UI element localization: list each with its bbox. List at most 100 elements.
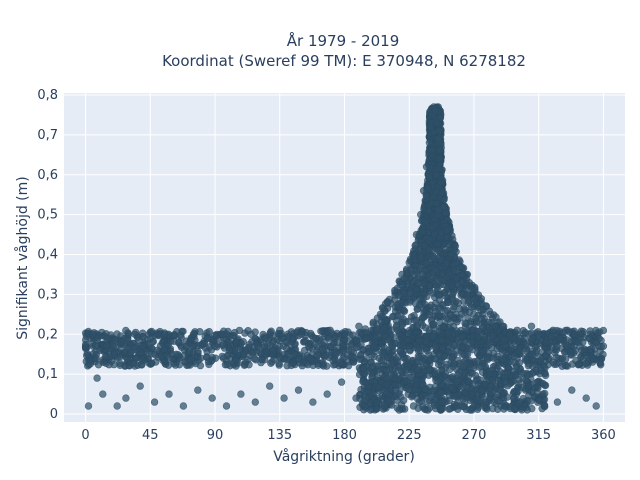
data-point	[405, 258, 413, 267]
band-point	[527, 335, 536, 343]
peak-point	[446, 311, 454, 319]
low-point	[408, 393, 416, 401]
data-point	[110, 350, 119, 358]
band-point	[192, 359, 200, 368]
data-point	[182, 342, 191, 350]
band-point	[579, 338, 587, 346]
data-point	[211, 342, 219, 350]
data-point	[355, 322, 363, 330]
low-point	[413, 377, 421, 385]
low-point	[421, 385, 429, 394]
data-point	[442, 226, 451, 235]
data-point	[319, 346, 327, 354]
data-point	[592, 402, 600, 410]
data-point	[484, 318, 492, 326]
peak-point	[449, 295, 457, 303]
data-point	[534, 330, 543, 338]
data-point	[294, 386, 303, 394]
peak-point	[424, 207, 433, 216]
low-point	[459, 402, 468, 411]
peak-point	[480, 333, 488, 341]
low-point	[402, 366, 411, 374]
data-point	[477, 314, 485, 322]
data-point	[499, 322, 507, 330]
peak-point	[457, 326, 465, 335]
data-point	[556, 334, 564, 342]
data-point	[297, 330, 305, 338]
data-point	[553, 398, 562, 406]
data-point	[467, 390, 475, 398]
data-point	[333, 338, 341, 346]
x-axis-label: Vågriktning (grader)	[273, 448, 415, 465]
data-point	[103, 334, 111, 342]
y-axis-label: Signifikant våghöjd (m)	[14, 176, 31, 339]
band-point	[415, 353, 423, 362]
band-point	[336, 359, 344, 367]
peak-point	[489, 332, 497, 340]
y-tick-label: 0,8	[37, 88, 58, 103]
band-point	[109, 343, 118, 351]
x-tick-label: 225	[397, 428, 422, 443]
y-tick-label: 0,5	[37, 208, 58, 223]
peak-point	[471, 295, 479, 303]
band-point	[185, 348, 194, 356]
band-point	[137, 349, 145, 357]
data-point	[524, 382, 533, 390]
band-point	[366, 347, 374, 356]
data-point	[132, 354, 140, 362]
data-point	[424, 406, 432, 414]
low-point	[373, 405, 381, 413]
peak-point	[411, 277, 419, 285]
data-point	[549, 326, 557, 334]
low-point	[540, 401, 548, 410]
low-point	[519, 394, 527, 403]
band-point	[219, 340, 227, 348]
low-point	[413, 366, 421, 374]
band-point	[444, 347, 453, 355]
low-point	[364, 387, 372, 396]
data-point	[323, 390, 331, 398]
band-point	[515, 347, 523, 355]
peak-point	[412, 286, 420, 294]
data-point	[194, 386, 202, 394]
peak-point	[443, 273, 451, 281]
x-tick-label: 45	[142, 428, 159, 443]
y-tick-label: 0,6	[37, 168, 58, 183]
band-point	[94, 361, 103, 369]
band-point	[284, 330, 292, 338]
data-point	[432, 119, 441, 127]
data-point	[165, 390, 173, 398]
peak-point	[416, 295, 424, 303]
peak-point	[466, 320, 475, 328]
data-point	[254, 342, 262, 350]
data-point	[527, 322, 536, 330]
peak-point	[456, 314, 464, 322]
band-point	[148, 359, 156, 367]
peak-point	[474, 333, 482, 342]
peak-point	[468, 303, 476, 311]
band-point	[403, 355, 411, 363]
data-point	[447, 250, 455, 259]
low-point	[445, 405, 453, 413]
band-point	[276, 352, 284, 361]
data-point	[582, 394, 590, 402]
peak-point	[406, 289, 414, 297]
peak-point	[458, 263, 466, 272]
band-point	[572, 337, 580, 346]
band-point	[126, 349, 135, 357]
peak-point	[381, 324, 389, 332]
low-point	[459, 363, 467, 371]
data-point	[161, 330, 169, 338]
y-tick-label: 0,7	[37, 128, 58, 143]
data-point	[384, 298, 392, 307]
band-point	[574, 360, 583, 368]
x-tick-label: 180	[332, 428, 357, 443]
peak-point	[417, 254, 425, 263]
peak-point	[468, 285, 476, 293]
low-point	[541, 369, 549, 378]
low-point	[514, 387, 522, 395]
band-point	[498, 348, 506, 356]
data-point	[247, 330, 255, 338]
data-point	[168, 350, 176, 358]
data-point	[96, 346, 104, 354]
